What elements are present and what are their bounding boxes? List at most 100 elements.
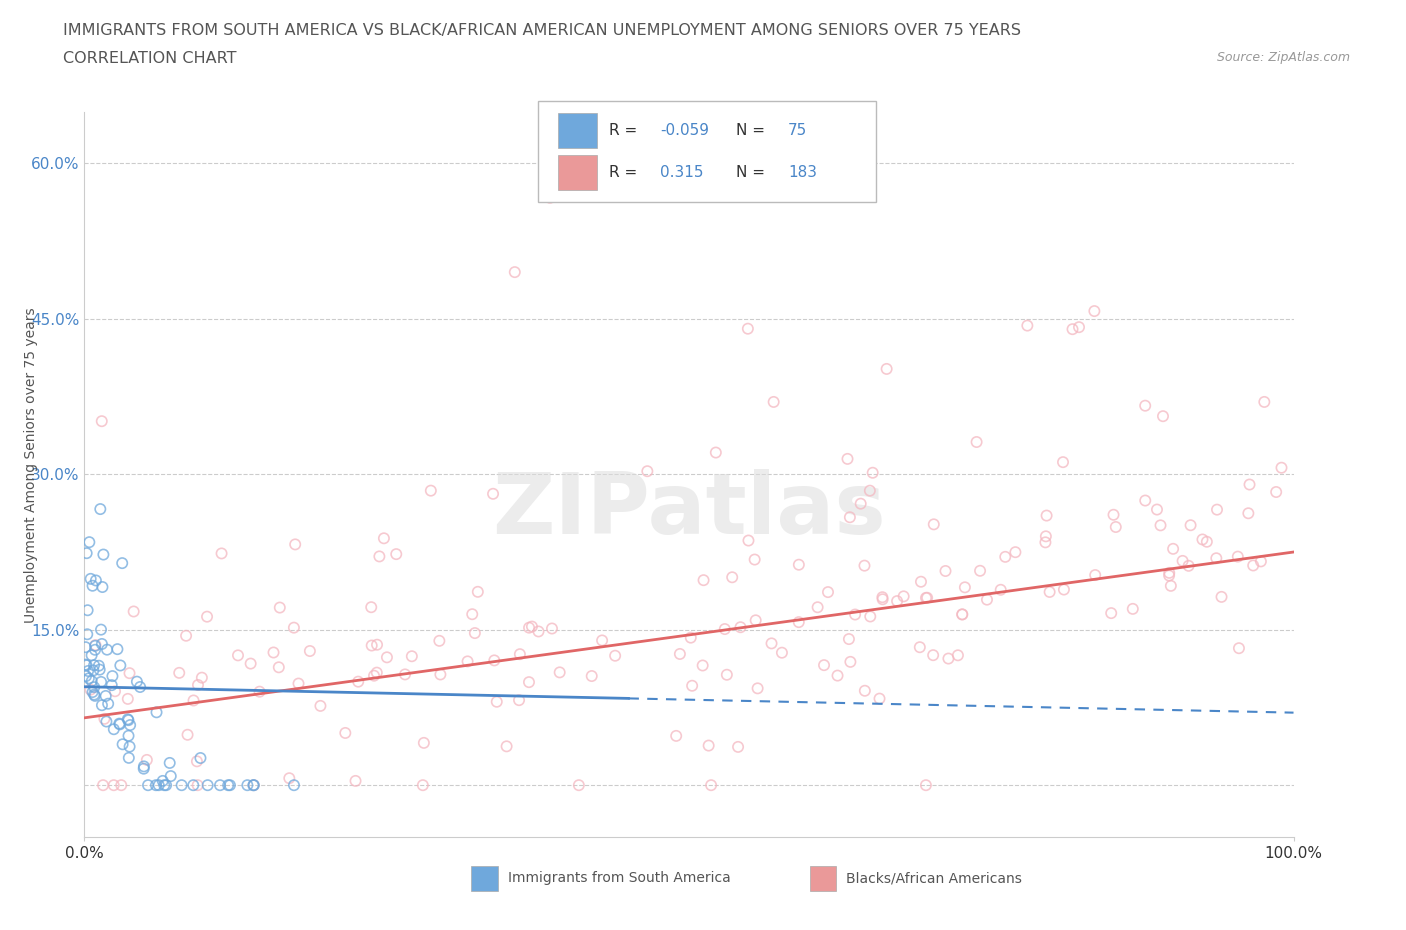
Point (152, 774, 174, 789)
Point (117, 728, 139, 743)
Point (187, 678, 209, 693)
Point (1270, 460, 1292, 475)
Point (886, 593, 908, 608)
Point (1017, 318, 1039, 333)
Point (1062, 322, 1084, 337)
Point (77, 663, 100, 678)
Point (807, 600, 830, 615)
Point (195, 609, 218, 624)
Point (730, 619, 752, 634)
Point (84, 638, 107, 653)
Point (75, 669, 97, 684)
Point (107, 642, 129, 657)
Point (1122, 602, 1144, 617)
Point (872, 590, 894, 604)
Point (401, 649, 423, 664)
Point (283, 777, 305, 792)
Point (744, 613, 766, 628)
Point (721, 570, 744, 585)
Point (1146, 502, 1168, 517)
Point (915, 777, 938, 792)
Point (950, 607, 973, 622)
Point (366, 665, 388, 680)
Point (527, 624, 550, 639)
Point (287, 676, 309, 691)
Point (665, 728, 688, 743)
Point (762, 394, 785, 409)
Text: N =: N = (737, 165, 770, 180)
Point (419, 484, 441, 498)
Text: 75: 75 (789, 123, 807, 138)
Text: Unemployment Among Seniors over 75 years: Unemployment Among Seniors over 75 years (24, 307, 38, 623)
Point (190, 751, 212, 765)
Point (186, 754, 208, 769)
Point (495, 739, 517, 754)
Point (79, 571, 101, 586)
Point (249, 684, 271, 699)
Point (517, 620, 540, 635)
Point (136, 777, 159, 792)
Point (298, 644, 321, 658)
Point (862, 465, 884, 480)
Point (461, 606, 484, 621)
Point (1206, 502, 1229, 517)
Point (770, 645, 793, 660)
Point (153, 777, 176, 792)
Point (278, 771, 301, 786)
Point (853, 684, 876, 698)
Point (385, 547, 408, 562)
Point (263, 645, 285, 660)
Point (520, 619, 543, 634)
Point (176, 727, 198, 742)
Point (839, 655, 862, 670)
Point (1161, 541, 1184, 556)
Point (91, 579, 114, 594)
Point (170, 777, 193, 792)
Point (360, 638, 382, 653)
Point (1171, 553, 1194, 568)
Point (1084, 567, 1107, 582)
Point (976, 592, 998, 607)
Text: ZIPatlas: ZIPatlas (492, 469, 886, 552)
Point (1152, 409, 1174, 424)
Text: 183: 183 (789, 165, 817, 180)
Text: R =: R = (609, 123, 643, 138)
Point (284, 537, 307, 551)
Point (837, 451, 859, 466)
Point (744, 552, 766, 567)
Point (568, 777, 591, 792)
Point (429, 667, 451, 682)
Point (872, 591, 894, 606)
Point (110, 777, 132, 792)
Point (1083, 303, 1105, 318)
Point (111, 737, 134, 751)
Point (517, 674, 540, 689)
Point (938, 651, 960, 666)
Point (467, 584, 489, 599)
Point (90, 622, 112, 637)
Text: Source: ZipAtlas.com: Source: ZipAtlas.com (1216, 51, 1350, 64)
Point (1250, 554, 1272, 569)
Point (104, 684, 127, 698)
Point (737, 533, 759, 548)
Point (747, 681, 769, 696)
Point (108, 717, 131, 732)
Point (908, 640, 931, 655)
Point (838, 510, 860, 525)
Point (82, 578, 104, 593)
Point (1149, 518, 1171, 533)
Bar (558, 113, 598, 148)
Point (80, 648, 103, 663)
Text: CORRELATION CHART: CORRELATION CHART (63, 51, 236, 66)
Point (118, 666, 141, 681)
Point (83, 658, 105, 672)
Point (368, 549, 391, 564)
Point (103, 722, 125, 737)
Point (772, 158, 794, 173)
Point (84, 643, 107, 658)
Point (1004, 545, 1026, 560)
Point (509, 646, 531, 661)
Point (844, 607, 866, 622)
Point (838, 631, 860, 646)
Point (1135, 493, 1157, 508)
